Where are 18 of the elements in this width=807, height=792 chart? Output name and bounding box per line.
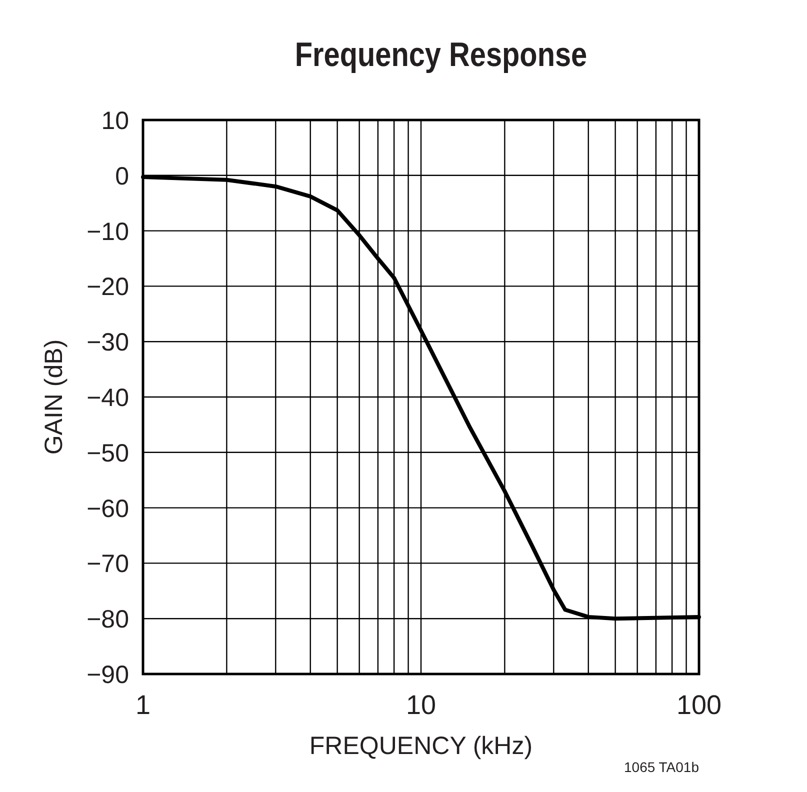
x-tick-label: 1 <box>135 690 151 720</box>
chart-title: Frequency Response <box>294 34 588 74</box>
x-tick-label: 100 <box>676 690 722 720</box>
y-tick-label: −60 <box>86 494 129 523</box>
y-tick-label: −80 <box>86 606 129 634</box>
y-tick-label: −50 <box>86 439 129 468</box>
y-tick-label: 10 <box>101 107 129 135</box>
text: 1065 TA01b <box>624 759 700 775</box>
y-tick-label: −30 <box>86 328 129 357</box>
x-tick-label: 10 <box>406 690 436 720</box>
y-tick-label: −10 <box>86 218 129 246</box>
y-axis-title: GAIN (dB) <box>40 339 68 455</box>
y-tick-label: −20 <box>86 273 129 302</box>
x-axis-title: FREQUENCY (kHz) <box>309 732 533 760</box>
y-tick-label: −90 <box>86 661 129 689</box>
y-tick-label: −40 <box>86 384 129 412</box>
y-tick-label: −70 <box>86 550 129 578</box>
y-tick-label: 0 <box>115 162 129 190</box>
